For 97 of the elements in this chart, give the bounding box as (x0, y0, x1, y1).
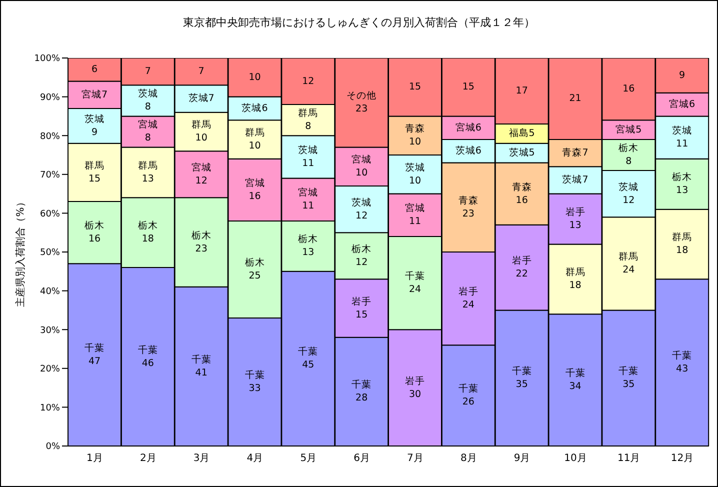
data-label: 千葉 46 (138, 344, 158, 369)
data-label: 茨城7 (562, 174, 588, 186)
x-tick-label: 8月 (460, 453, 477, 464)
data-label: 茨城6 (455, 144, 482, 157)
data-label: 青森 23 (458, 194, 478, 220)
data-label: 茨城 10 (405, 161, 425, 186)
data-label: 福島5 (508, 127, 535, 140)
y-tick-label: 50% (40, 248, 60, 258)
data-label: 15 (462, 82, 474, 93)
data-label: 群馬 8 (298, 107, 318, 132)
data-label: 茨城 12 (352, 196, 372, 222)
data-label: 宮城6 (669, 98, 696, 110)
data-label: 栃木 13 (298, 233, 318, 258)
x-tick-label: 4月 (246, 453, 264, 464)
data-label: 6 (91, 64, 98, 76)
data-label: 千葉 43 (672, 350, 692, 375)
y-axis-title: 主産県別入荷割合（%） (14, 197, 27, 307)
data-label: 宮城 11 (298, 186, 318, 212)
x-tick-label: 9月 (514, 453, 530, 464)
data-label: 青森7 (562, 146, 588, 159)
y-tick-label: 80% (40, 132, 60, 142)
data-label: 岩手 22 (512, 254, 532, 280)
data-label: 12 (302, 76, 314, 87)
data-label: 群馬 18 (565, 266, 586, 292)
data-label: 宮城 10 (352, 154, 372, 179)
data-label: 茨城 12 (618, 180, 639, 206)
x-tick-label: 6月 (354, 453, 370, 464)
data-label: 千葉 26 (458, 382, 478, 408)
data-label: 栃木 12 (352, 242, 372, 268)
data-label: 16 (622, 84, 635, 95)
data-label: 宮城 8 (138, 118, 158, 144)
data-label: 栃木 16 (84, 220, 104, 245)
data-label: 千葉 35 (618, 365, 639, 390)
data-label: 宮城7 (81, 88, 108, 100)
data-label: 群馬 15 (84, 159, 104, 184)
data-label: 群馬 10 (191, 118, 212, 144)
data-label: 茨城6 (242, 102, 268, 114)
x-tick-label: 5月 (300, 453, 317, 464)
data-label: 岩手 24 (458, 286, 478, 311)
data-label: 7 (198, 66, 204, 78)
x-tick-label: 3月 (193, 453, 210, 464)
data-label: 群馬 13 (138, 159, 158, 184)
x-tick-label: 12月 (670, 453, 694, 464)
data-label: 茨城7 (188, 92, 214, 104)
x-tick-label: 2月 (140, 453, 156, 464)
y-tick-label: 70% (40, 170, 60, 181)
data-label: 千葉 41 (191, 353, 212, 378)
data-label: 群馬 18 (672, 231, 692, 256)
y-tick-label: 100% (34, 54, 60, 64)
data-label: 栃木 8 (618, 142, 639, 167)
data-label: 岩手 13 (565, 206, 586, 232)
y-tick-label: 60% (40, 209, 60, 220)
x-tick-label: 10月 (564, 453, 587, 464)
x-tick-label: 1月 (86, 453, 103, 464)
data-label: 青森 10 (405, 122, 425, 148)
y-tick-label: 0% (46, 442, 60, 452)
data-label: 千葉 28 (352, 378, 372, 404)
data-label: 栃木 23 (191, 229, 212, 254)
data-label: 10 (248, 72, 261, 83)
y-tick-label: 30% (40, 326, 60, 336)
x-tick-label: 11月 (618, 453, 640, 464)
data-label: 茨城 9 (84, 112, 104, 138)
data-label: 栃木 13 (672, 171, 692, 196)
y-tick-label: 10% (40, 403, 60, 414)
data-label: 千葉 33 (244, 368, 265, 394)
data-label: 千葉 47 (84, 342, 104, 367)
data-label: 岩手 15 (352, 295, 372, 320)
data-label: 15 (408, 82, 422, 93)
data-label: 千葉 45 (298, 346, 318, 371)
data-label: 茨城 11 (298, 144, 318, 169)
data-label: 宮城5 (616, 123, 642, 136)
data-label: 宮城 11 (405, 202, 425, 228)
data-label: 栃木 25 (244, 256, 265, 282)
data-label: 宮城6 (455, 121, 482, 134)
data-label: 7 (144, 66, 151, 78)
data-label: 青森 16 (512, 180, 532, 206)
data-label: 宮城 12 (191, 161, 212, 186)
data-label: 茨城5 (508, 146, 535, 159)
x-tick-label: 7月 (407, 453, 424, 464)
chart-title: 東京都中央卸売市場におけるしゅんぎくの月別入荷割合（平成１２年） (182, 15, 536, 30)
y-tick-label: 20% (40, 364, 60, 375)
data-label: その他 23 (346, 90, 377, 115)
data-label: 9 (679, 70, 686, 81)
y-tick-label: 90% (40, 92, 60, 103)
data-label: 茨城 8 (138, 88, 158, 113)
y-tick-label: 40% (40, 286, 60, 297)
data-label: 千葉 24 (405, 270, 425, 296)
data-label: 宮城 16 (244, 176, 265, 202)
data-label: 千葉 34 (565, 367, 586, 392)
data-label: 茨城 11 (672, 124, 692, 150)
data-label: 千葉 35 (512, 365, 532, 390)
data-label: 栃木 18 (138, 220, 158, 245)
data-label: 群馬 10 (244, 126, 265, 152)
data-label: 岩手 30 (405, 374, 425, 400)
data-label: 群馬 24 (618, 250, 639, 276)
data-label: 17 (516, 85, 528, 96)
data-label: 21 (569, 93, 582, 104)
